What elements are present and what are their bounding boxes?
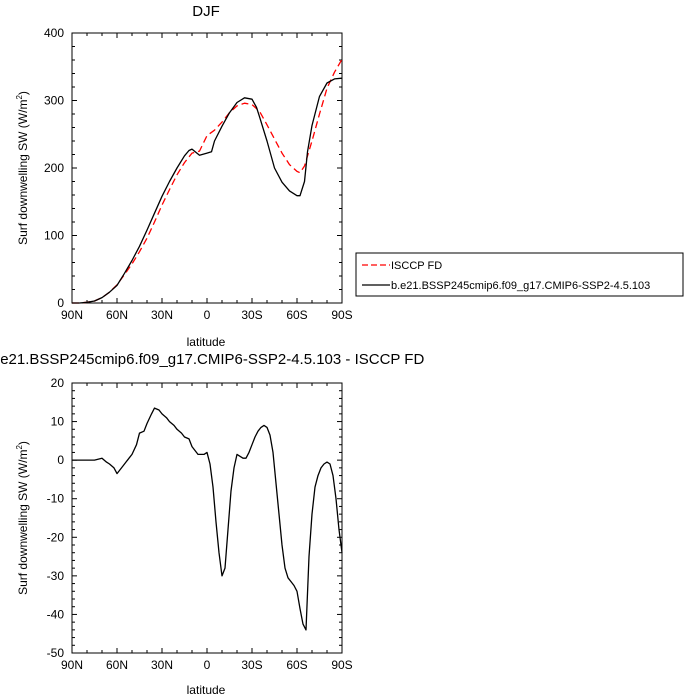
chart-bottom-ticks: 90N 60N 30N 0 30S 60S 90S -50 -40 -30 -20 -10 0 10 20 — [47, 376, 353, 672]
chart-bottom-xtick-label: 0 — [204, 658, 211, 672]
chart-bottom-ytick-label: -40 — [47, 607, 65, 621]
chart-bottom-frame — [71, 382, 343, 654]
chart-top-ytick-label: 100 — [44, 229, 64, 243]
chart-top-ytick-label: 400 — [44, 26, 64, 40]
chart-top-xtick-label: 30N — [151, 308, 173, 322]
chart-bottom-ytick-label: -30 — [47, 569, 65, 583]
chart-bottom-ylabel-end: ) — [16, 441, 30, 445]
legend: ISCCP FD b.e21.BSSP245cmip6.f09_g17.CMIP… — [355, 252, 684, 297]
chart-bottom-series — [72, 407, 343, 631]
chart-bottom: b.e21.BSSP245cmip6.f09_g17.CMIP6-SSP2-4.… — [0, 351, 424, 697]
chart-top-ytick-label: 300 — [44, 94, 64, 108]
chart-top-series-line-1 — [72, 77, 343, 304]
chart-bottom-title: b.e21.BSSP245cmip6.f09_g17.CMIP6-SSP2-4.… — [0, 351, 424, 368]
chart-bottom-xtick-label: 90N — [61, 658, 83, 672]
chart-top-ylabel-end: ) — [16, 91, 30, 95]
chart-bottom-xtick-label: 60S — [286, 658, 307, 672]
chart-bottom-ytick-label: 10 — [51, 415, 65, 429]
chart-bottom-ytick-label: -20 — [47, 530, 65, 544]
legend-box — [355, 252, 684, 297]
chart-top-ylabel-main: Surf downwelling SW (W/m — [16, 100, 30, 245]
chart-top-ticks: 90N 60N 30N 0 30S 60S 90S 0 100 200 300 400 — [44, 26, 353, 322]
chart-bottom-xtick-label: 30N — [151, 658, 173, 672]
chart-top: DJF 90N 60N 30N 0 30S 60S 90S 0 100 200 300 400 lat… — [15, 3, 353, 349]
chart-top-xtick-label: 30S — [241, 308, 262, 322]
chart-top-xlabel: latitude — [187, 335, 226, 349]
chart-top-xtick-label: 60N — [106, 308, 128, 322]
chart-top-xtick-label: 0 — [204, 308, 211, 322]
chart-top-title: DJF — [192, 3, 220, 20]
chart-bottom-ylabel: Surf downwelling SW (W/m2) — [15, 441, 30, 595]
chart-bottom-xtick-label: 60N — [106, 658, 128, 672]
chart-bottom-ytick-label: 0 — [57, 453, 64, 467]
chart-top-series-line-0 — [72, 58, 343, 304]
chart-top-series — [72, 58, 343, 304]
chart-top-ytick-label: 0 — [57, 296, 64, 310]
chart-bottom-ytick-label: -50 — [47, 646, 65, 660]
chart-bottom-xlabel: latitude — [187, 683, 226, 697]
chart-bottom-series-line-0 — [72, 407, 343, 631]
legend-label-model: b.e21.BSSP245cmip6.f09_g17.CMIP6-SSP2-4.… — [391, 280, 650, 292]
chart-bottom-ylabel-main: Surf downwelling SW (W/m — [16, 450, 30, 595]
chart-bottom-ytick-label: 20 — [51, 376, 65, 390]
chart-bottom-ytick-label: -10 — [47, 492, 65, 506]
chart-top-xtick-label: 90S — [331, 308, 352, 322]
chart-top-xtick-label: 90N — [61, 308, 83, 322]
chart-top-ylabel-sup: 2 — [15, 95, 24, 100]
chart-top-xtick-label: 60S — [286, 308, 307, 322]
chart-top-frame — [71, 32, 343, 304]
chart-bottom-xtick-label: 30S — [241, 658, 262, 672]
chart-top-ytick-label: 200 — [44, 161, 64, 175]
chart-bottom-xtick-label: 90S — [331, 658, 352, 672]
chart-top-ylabel: Surf downwelling SW (W/m2) — [15, 91, 30, 245]
legend-label-isccp: ISCCP FD — [391, 260, 442, 272]
chart-bottom-ylabel-sup: 2 — [15, 445, 24, 450]
